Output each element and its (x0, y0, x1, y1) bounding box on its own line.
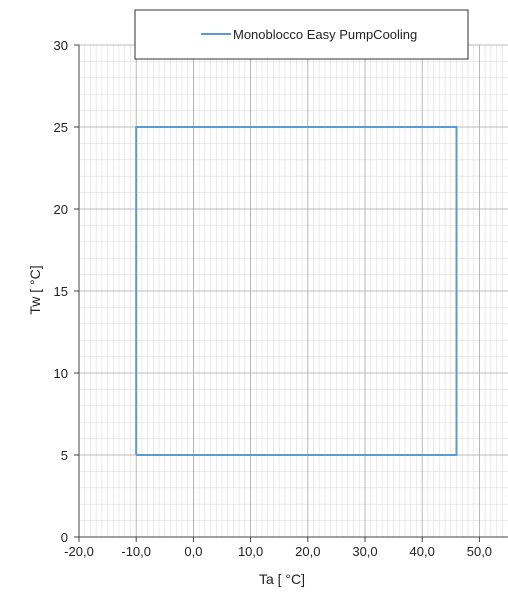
y-tick-label: 15 (54, 284, 68, 299)
y-tick-label: 5 (61, 448, 68, 463)
x-tick-label: 10,0 (238, 544, 263, 559)
y-tick-label: 10 (54, 366, 68, 381)
legend-box (134, 9, 469, 60)
y-axis-label: Tw [ °C] (27, 265, 43, 314)
legend-label: Monoblocco Easy PumpCooling (233, 27, 417, 42)
x-tick-label: 40,0 (410, 544, 435, 559)
y-tick-label: 30 (54, 38, 68, 53)
x-axis-label: Ta [ °C] (259, 571, 305, 587)
x-tick-label: 50,0 (467, 544, 492, 559)
major-gridlines (79, 44, 508, 537)
series-line (135, 126, 458, 456)
y-tick-label: 25 (54, 120, 68, 135)
y-tick-labels: 0 5 10 15 20 25 30 (54, 38, 68, 545)
axes (74, 44, 508, 542)
y-tick-label: 20 (54, 202, 68, 217)
x-tick-label: -20,0 (64, 544, 94, 559)
y-tick-label: 0 (61, 530, 68, 545)
series-layer (135, 126, 458, 456)
x-tick-label: -10,0 (121, 544, 151, 559)
legend: Monoblocco Easy PumpCooling (134, 9, 469, 60)
x-tick-labels: -20,0 -10,0 0,0 10,0 20,0 30,0 40,0 50,0 (64, 544, 492, 559)
x-tick-label: 20,0 (295, 544, 320, 559)
x-tick-label: 0,0 (184, 544, 202, 559)
x-tick-label: 30,0 (352, 544, 377, 559)
